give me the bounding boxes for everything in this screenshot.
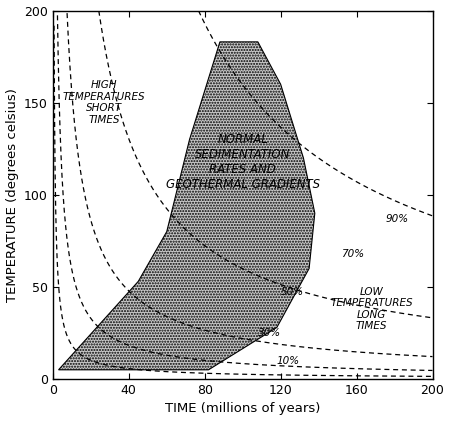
Polygon shape — [58, 42, 315, 370]
Text: 30%: 30% — [258, 328, 281, 338]
Text: 10%: 10% — [277, 356, 300, 365]
X-axis label: TIME (millions of years): TIME (millions of years) — [165, 402, 320, 416]
Text: NORMAL
SEDIMENTATION
RATES AND
GEOTHERMAL GRADIENTS: NORMAL SEDIMENTATION RATES AND GEOTHERMA… — [166, 133, 320, 191]
Text: HIGH
TEMPERATURES
SHORT
TIMES: HIGH TEMPERATURES SHORT TIMES — [63, 80, 145, 125]
Text: 70%: 70% — [342, 249, 365, 259]
Y-axis label: TEMPERATURE (degrees celsius): TEMPERATURE (degrees celsius) — [5, 88, 18, 302]
Text: 90%: 90% — [385, 214, 408, 224]
Text: LOW
TEMPERATURES
LONG
TIMES: LOW TEMPERATURES LONG TIMES — [330, 287, 413, 331]
Text: 50%: 50% — [281, 288, 304, 298]
